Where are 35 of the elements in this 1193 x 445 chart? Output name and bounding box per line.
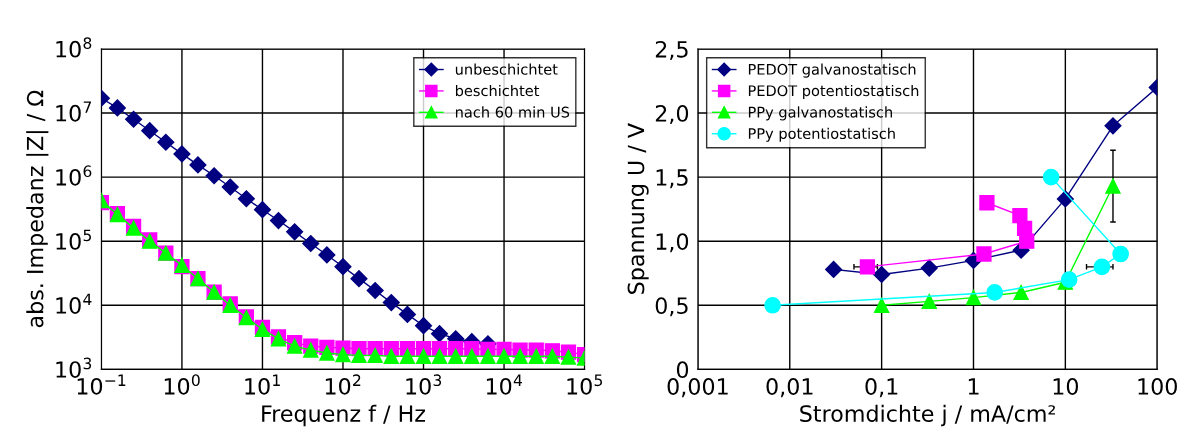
y-tick-label: 10$^{6}$ (56, 165, 92, 186)
x-tick-label: 10$^{4}$ (486, 374, 522, 395)
y-tick-label: 0,5 (655, 297, 688, 317)
y-tick-label: 0 (676, 361, 689, 379)
legend-label: beschichtet (455, 84, 540, 97)
y-axis-title: abs. Impedanz |Z| / Ω (26, 90, 49, 328)
x-axis-title: Frequenz f / Hz (262, 404, 426, 427)
x-tick-label: 0,1 (865, 378, 898, 398)
y-tick-label: 10$^{8}$ (56, 37, 92, 58)
y-tick-label: 2,0 (655, 104, 689, 125)
x-axis-title: Stromdichte j / mA/cm² (800, 404, 1055, 427)
y-tick-label: 10$^{4}$ (56, 293, 92, 314)
x-tick-label: 10$^{0}$ (164, 374, 200, 395)
y-tick-label: 10$^{3}$ (56, 357, 92, 378)
y-tick-label: 10$^{5}$ (56, 229, 91, 250)
x-tick-label: 0,001 (667, 378, 728, 398)
y-tick-label: 10$^{7}$ (56, 101, 92, 122)
y-axis-title: Spannung U / V (627, 123, 649, 294)
legend-label: PPy potentiostatisch (748, 127, 895, 142)
y-tick-label: 2,5 (655, 40, 688, 60)
legend-label: unbeschichtet (455, 63, 558, 75)
y-tick-label: 1,0 (656, 233, 689, 253)
x-tick-label: 0,01 (766, 378, 813, 398)
legend-label: PEDOT galvanostatisch (748, 63, 916, 78)
x-tick-label: 10$^{1}$ (245, 374, 280, 395)
x-tick-label: 10$^{5}$ (567, 374, 603, 395)
legend-label: PEDOT potentiostatisch (748, 84, 919, 100)
x-tick-label: 1 (968, 378, 979, 395)
x-tick-label: 10 (1053, 378, 1079, 395)
legend-label: nach 60 min US (455, 106, 570, 118)
x-tick-label: 100 (1138, 378, 1177, 395)
legend-label: PPy galvanostatisch (748, 106, 892, 121)
x-tick-label: 10$^{3}$ (406, 374, 442, 395)
y-tick-label: 1,5 (656, 169, 688, 189)
x-tick-label: 10$^{2}$ (325, 374, 361, 395)
